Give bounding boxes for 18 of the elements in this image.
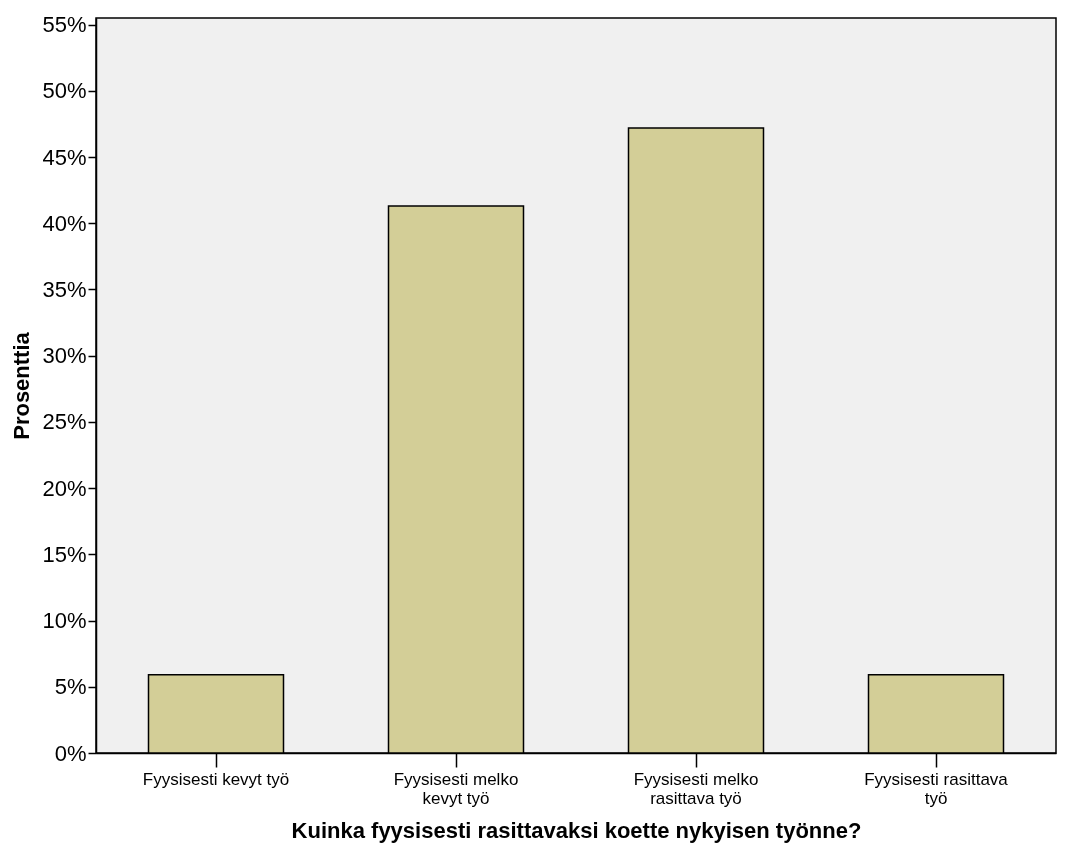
y-tick-label: 40%: [42, 210, 87, 236]
y-tick-label: 20%: [42, 475, 87, 501]
x-axis-title: Kuinka fyysisesti rasittavaksi koette nykyisen työnne?: [291, 817, 862, 843]
y-tick-label: 50%: [42, 78, 87, 104]
y-tick-label: 55%: [42, 12, 87, 38]
x-tick-label: Fyysisesti melko rasittava työ: [633, 769, 759, 808]
y-tick-label: 35%: [42, 276, 87, 302]
y-tick-label: 45%: [42, 144, 87, 170]
y-tick-label: 30%: [42, 343, 87, 369]
y-tick-label: 10%: [42, 608, 87, 634]
x-tick-label: Fyysisesti rasittava työ: [864, 769, 1009, 808]
y-tick-label: 25%: [42, 409, 87, 435]
y-tick-label: 15%: [42, 541, 87, 567]
y-axis-title: Prosenttia: [9, 331, 35, 440]
x-tick-label: Fyysisesti melko kevyt työ: [393, 769, 519, 808]
x-tick-label: Fyysisesti kevyt työ: [142, 769, 290, 789]
y-tick-label: 5%: [54, 674, 87, 700]
y-tick-label: 0%: [54, 740, 87, 766]
